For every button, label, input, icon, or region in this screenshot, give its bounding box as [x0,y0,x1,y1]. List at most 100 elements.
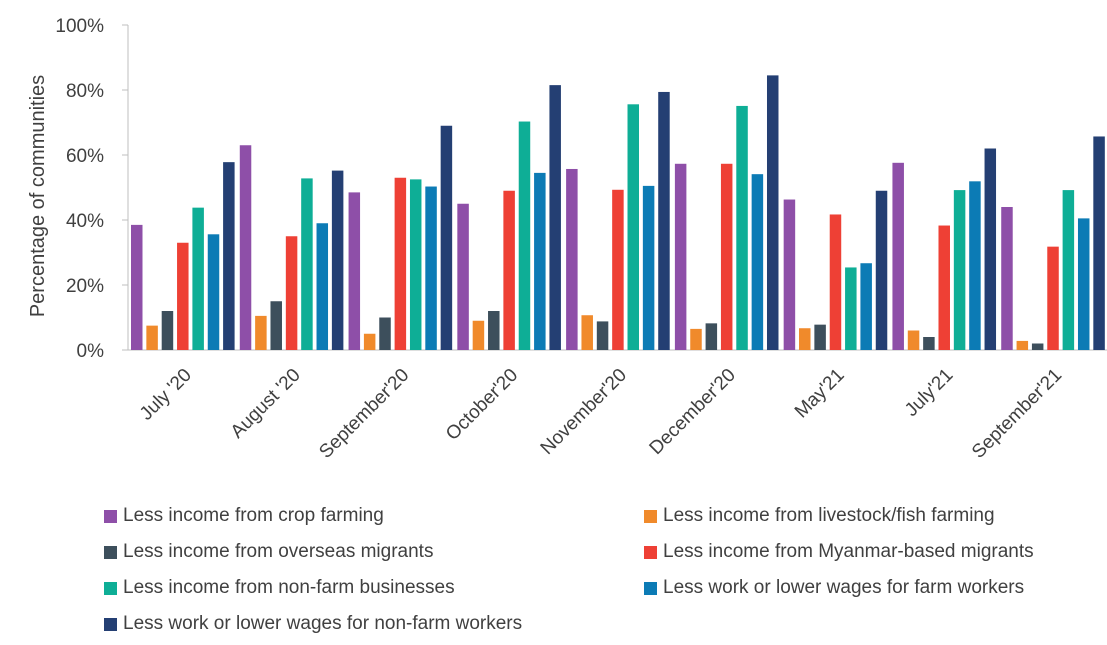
bar [1093,136,1105,350]
bar [984,148,997,350]
bar [953,190,966,350]
x-tick-label: August '20 [227,365,305,443]
x-tick-label: November'20 [537,365,631,459]
bar [690,328,702,351]
y-tick-label: 0% [77,341,105,362]
legend-item: Less income from livestock/fish farming [644,504,995,528]
legend-label: Less work or lower wages for non-farm wo… [123,613,523,634]
legend-label: Less income from crop farming [123,505,384,526]
bar [751,174,764,350]
legend-label: Less work or lower wages for farm worker… [663,577,1025,598]
bar [488,311,500,350]
bar [783,199,796,350]
bar [285,236,298,350]
bar [969,181,981,350]
bar [627,104,640,350]
legend-swatch [104,617,117,631]
bar [799,328,811,350]
bar [534,172,546,351]
legend-label: Less income from Myanmar-based migrants [663,541,1034,562]
x-tick-label: December'20 [646,365,740,459]
bar [131,224,143,351]
legend-item: Less income from non-farm businesses [104,576,455,600]
y-ticks: 0% 20% 40% 60% 80% 100% [55,16,128,362]
legend-item: Less work or lower wages for farm worker… [644,576,1024,600]
bar [907,330,920,350]
y-axis-title: Percentage of communities [27,75,49,317]
bar [674,163,687,350]
y-tick-label: 80% [66,81,104,102]
x-tick-label: September'21 [968,365,1066,463]
bar [316,223,329,350]
bar [860,263,872,350]
x-tick-label: May'21 [791,365,849,423]
bar-chart: Percentage of communities 0% 20% 40% 60% 80%… [27,16,1107,463]
bar [207,234,220,350]
bar [1031,343,1044,350]
bar [1016,340,1029,350]
bar [503,190,515,350]
bar [146,325,158,351]
bar [642,185,655,351]
bar [566,168,578,350]
bar [596,321,609,350]
bar [177,242,189,350]
bar [892,162,904,350]
bar [518,121,531,350]
bar [348,192,361,351]
bar [161,311,174,350]
bar [457,203,469,350]
bar [331,170,344,350]
legend-swatch [644,545,657,559]
bar [845,267,857,350]
x-tick-label: October'20 [442,365,522,445]
bar [192,207,204,350]
legend-item: Less income from overseas migrants [104,540,433,564]
legend-item: Less work or lower wages for non-farm wo… [104,612,522,636]
bar [766,75,779,351]
bar [363,333,376,350]
bar [581,315,593,350]
bar [814,324,826,350]
bar [255,315,267,351]
legend-swatch [104,509,117,523]
bar [658,91,670,350]
legend-item: Less income from Myanmar-based migrants [644,540,1034,564]
bar [923,337,935,350]
x-tick-label: July '20 [136,365,196,425]
bar [223,162,235,350]
legend-swatch [104,581,117,595]
bar [1062,190,1075,350]
bar [829,214,842,350]
x-ticks: July '20 August '20 September'20 October'20… [136,365,1066,463]
legend-label: Less income from livestock/fish farming [663,505,995,526]
bar [394,177,407,350]
bar [1047,246,1059,350]
bar [875,190,888,350]
y-axis-title-group: Percentage of communities [27,75,49,317]
y-tick-label: 40% [66,211,104,232]
legend-swatch [104,545,117,559]
bar [270,301,282,350]
bars [131,75,1105,351]
bar [472,320,485,350]
bar [425,186,437,350]
bar [705,323,718,350]
bar [301,178,313,350]
bar [1077,218,1090,351]
legend-swatch [644,581,657,595]
bar [720,163,733,350]
legend-label: Less income from non-farm businesses [123,577,455,598]
bar [612,189,624,350]
legend-label: Less income from overseas migrants [123,541,434,562]
x-tick-label: September'20 [315,365,413,463]
bar [549,85,561,351]
bar [736,105,748,351]
y-tick-label: 20% [66,276,104,297]
bar [938,225,950,350]
x-tick-label: July'21 [901,365,957,421]
legend-item: Less income from crop farming [104,504,384,528]
y-tick-label: 100% [55,16,104,37]
bar [1001,207,1013,350]
